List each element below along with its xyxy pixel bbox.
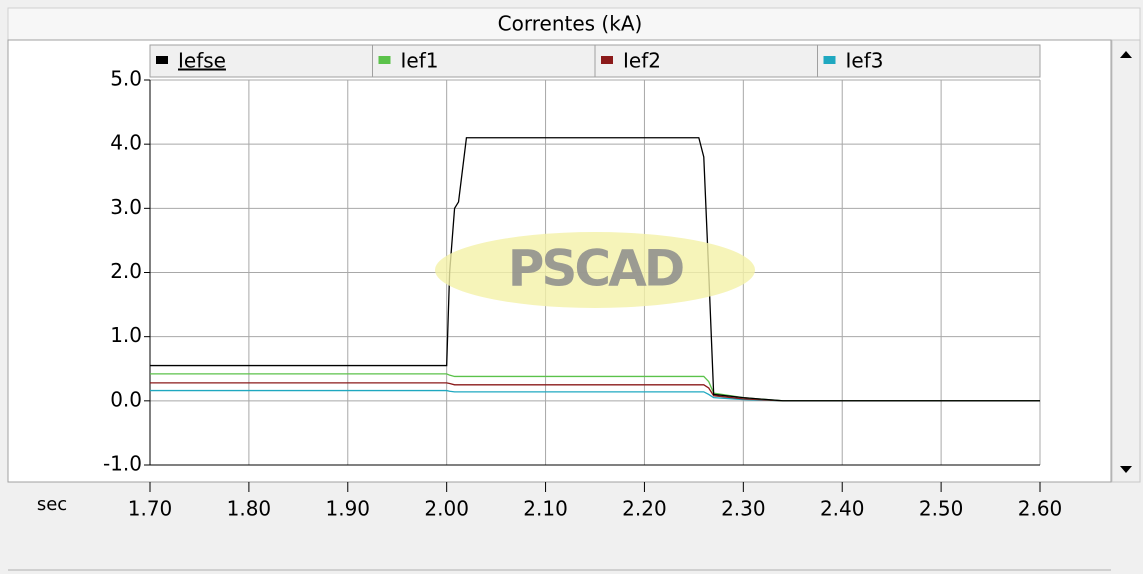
y-tick-label: 3.0	[110, 195, 142, 219]
legend-swatch	[156, 56, 168, 64]
legend-item	[372, 44, 596, 78]
chart-title: Correntes (kA)	[498, 12, 643, 36]
series-line	[150, 382, 1040, 402]
legend-swatch	[823, 56, 836, 64]
y-tick-label: 0.0	[110, 387, 142, 411]
x-axis-label: sec	[37, 494, 67, 515]
legend-swatch	[601, 56, 613, 64]
legend-label: Ief1	[401, 49, 439, 73]
watermark-ellipse	[435, 232, 755, 308]
y-tick-label: 5.0	[110, 67, 142, 91]
x-tick-label: 2.60	[1018, 497, 1063, 521]
legend-item	[149, 44, 373, 78]
x-tick-label: 2.20	[622, 497, 667, 521]
x-tick-label: 2.30	[721, 497, 766, 521]
y-tick-label: 4.0	[110, 131, 142, 155]
scroll-down[interactable]	[1120, 466, 1132, 473]
x-tick-label: 1.80	[227, 497, 272, 521]
legend-label: Ief2	[623, 49, 661, 73]
x-tick-label: 2.00	[424, 497, 469, 521]
watermark: PSCAD	[508, 240, 683, 298]
x-tick-label: 2.50	[919, 497, 964, 521]
scroll-up[interactable]	[1120, 51, 1132, 58]
legend-item	[594, 44, 818, 78]
x-tick-label: 1.90	[326, 497, 371, 521]
legend-item	[817, 44, 1041, 78]
y-tick-label: 2.0	[110, 259, 142, 283]
x-tick-label: 1.70	[128, 497, 173, 521]
legend-label: Ief3	[846, 49, 884, 73]
scrollbar[interactable]	[1111, 39, 1141, 483]
x-tick-label: 2.40	[820, 497, 865, 521]
title-bar	[7, 7, 1141, 41]
y-tick-label: 1.0	[110, 323, 142, 347]
y-tick-label: -1.0	[103, 452, 142, 476]
x-tick-label: 2.10	[523, 497, 568, 521]
legend-label: Iefse	[178, 49, 226, 73]
legend-swatch	[378, 56, 391, 64]
